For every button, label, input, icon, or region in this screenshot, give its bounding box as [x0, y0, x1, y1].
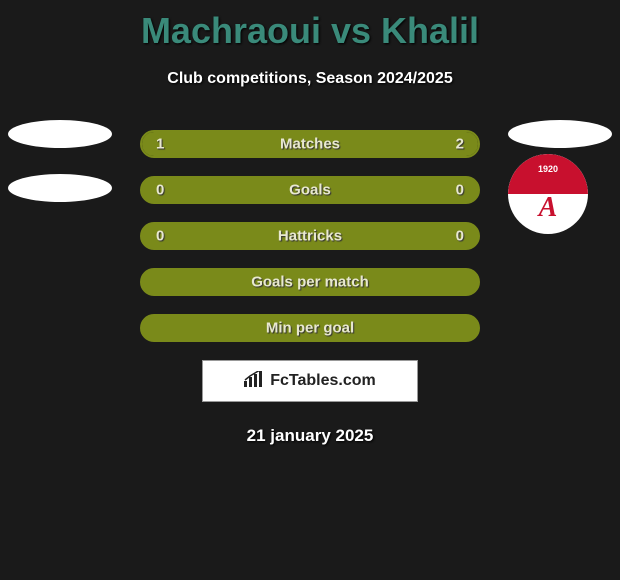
stat-bar: 00Hattricks	[140, 222, 480, 250]
stat-row: 00Hattricks	[140, 222, 480, 250]
page-title: Machraoui vs Khalil	[0, 10, 620, 52]
stats-area: 1920 A 12Matches 00Goals 00Hattricks Goals …	[0, 130, 620, 342]
comparison-card: Machraoui vs Khalil Club competitions, S…	[0, 0, 620, 446]
club-badge-letter: A	[508, 192, 588, 224]
stat-row: 00Goals	[140, 176, 480, 204]
stat-label: Goals per match	[142, 274, 478, 291]
brand-text: FcTables.com	[270, 372, 376, 390]
stat-row: Min per goal	[140, 314, 480, 342]
stat-bar: Goals per match	[140, 268, 480, 296]
stat-bar: 12Matches	[140, 130, 480, 158]
chart-icon	[244, 371, 264, 392]
club-badge-accent	[508, 154, 588, 194]
subtitle: Club competitions, Season 2024/2025	[0, 70, 620, 88]
player-left-badge-2	[8, 174, 112, 202]
club-badge-year: 1920	[508, 164, 588, 174]
player-left-badge-1	[8, 120, 112, 148]
date-text: 21 january 2025	[0, 426, 620, 446]
stat-bar: Min per goal	[140, 314, 480, 342]
stat-label: Min per goal	[142, 320, 478, 337]
brand-box[interactable]: FcTables.com	[202, 360, 418, 402]
player-left-badges	[8, 120, 112, 202]
player-right-badges: 1920 A	[508, 120, 612, 234]
player-right-club-badge: 1920 A	[508, 154, 588, 234]
player-right-badge-ellipse	[508, 120, 612, 148]
stat-label: Matches	[142, 136, 478, 153]
stat-bar: 00Goals	[140, 176, 480, 204]
stat-row: Goals per match	[140, 268, 480, 296]
stat-label: Hattricks	[142, 228, 478, 245]
stat-row: 12Matches	[140, 130, 480, 158]
stat-label: Goals	[142, 182, 478, 199]
